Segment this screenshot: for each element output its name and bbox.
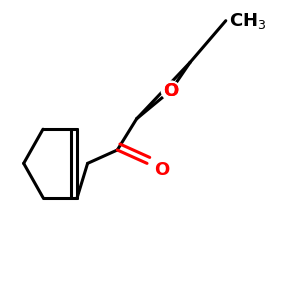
- Text: O: O: [163, 82, 178, 100]
- Text: CH$_3$: CH$_3$: [229, 11, 266, 31]
- Text: O: O: [163, 82, 178, 100]
- Circle shape: [161, 81, 180, 100]
- Text: O: O: [154, 161, 170, 179]
